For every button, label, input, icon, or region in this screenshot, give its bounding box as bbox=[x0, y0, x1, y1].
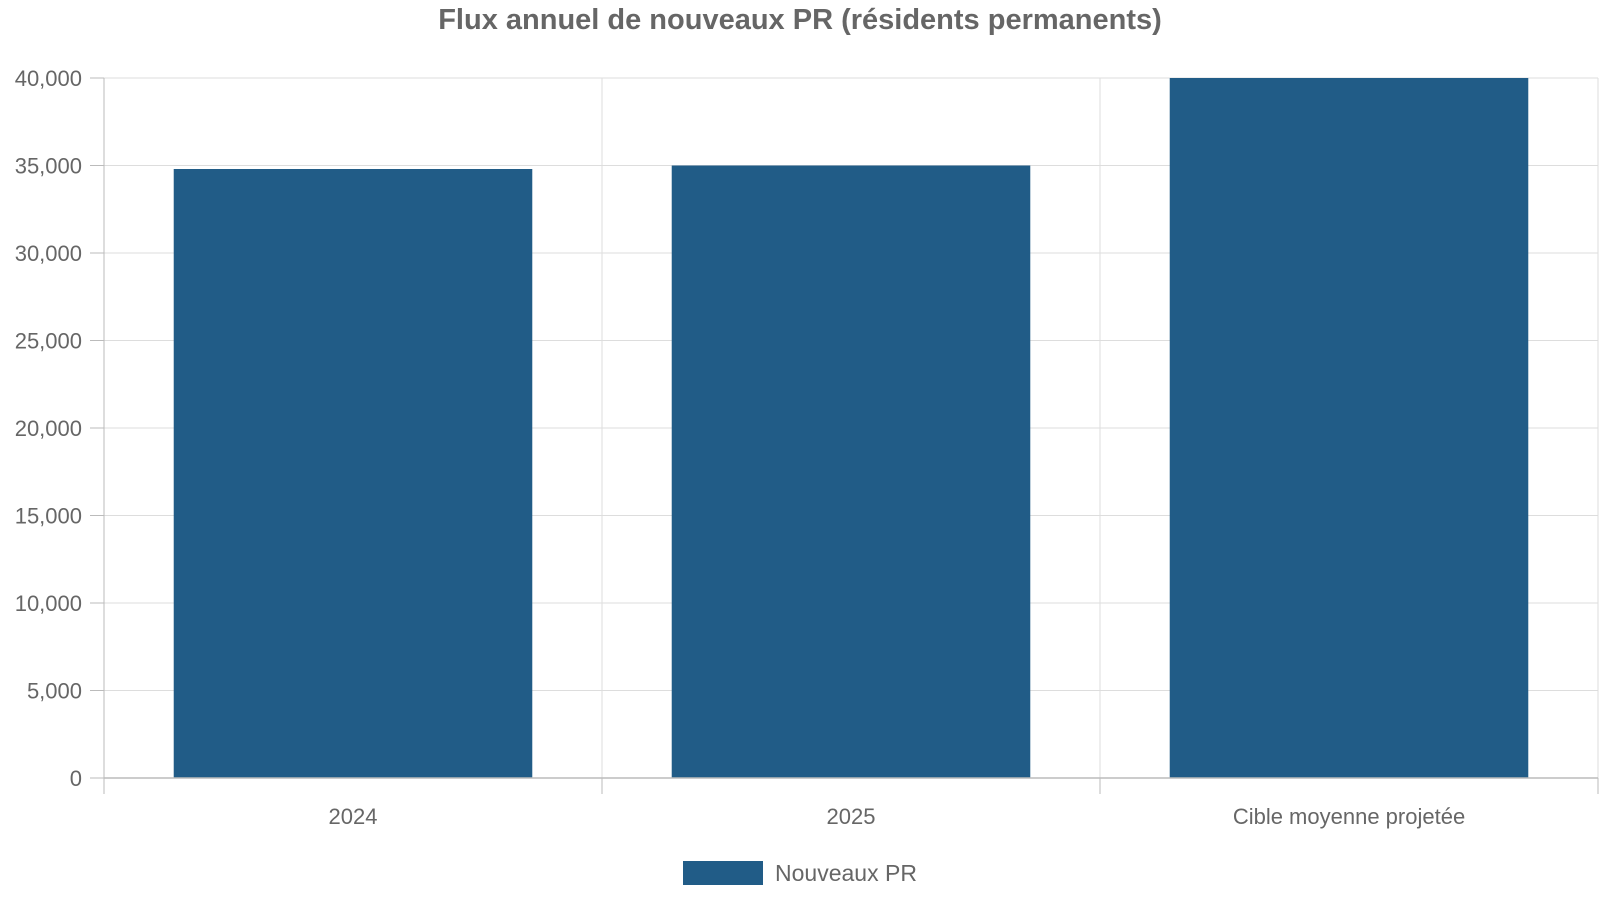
x-tick-label: Cible moyenne projetée bbox=[1233, 804, 1465, 829]
y-tick-labels: 0 5,000 10,000 15,000 20,000 25,000 30,000 35,0… bbox=[15, 66, 82, 791]
y-tick-label: 30,000 bbox=[15, 241, 82, 266]
x-tick-label: 2025 bbox=[827, 804, 876, 829]
chart-title: Flux annuel de nouveaux PR (résidents pe… bbox=[438, 4, 1162, 36]
x-tick-labels: 2024 2025 Cible moyenne projetée bbox=[329, 804, 1466, 829]
bar-cible-moyenne-projetée bbox=[1169, 78, 1529, 778]
y-tick-label: 10,000 bbox=[15, 591, 82, 616]
bars bbox=[173, 78, 1529, 778]
legend-swatch bbox=[683, 861, 764, 885]
x-tick-label: 2024 bbox=[329, 804, 378, 829]
y-tick-label: 15,000 bbox=[15, 504, 82, 529]
bar-2025 bbox=[671, 165, 1031, 778]
y-tick-label: 40,000 bbox=[15, 66, 82, 91]
axes bbox=[90, 77, 1599, 794]
y-tick-label: 0 bbox=[70, 766, 82, 791]
legend-label: Nouveaux PR bbox=[775, 859, 917, 886]
y-tick-label: 35,000 bbox=[15, 154, 82, 179]
y-tick-label: 20,000 bbox=[15, 416, 82, 441]
y-tick-label: 25,000 bbox=[15, 329, 82, 354]
bar-2024 bbox=[173, 169, 533, 778]
legend: Nouveaux PR bbox=[0, 855, 1600, 891]
y-tick-label: 5,000 bbox=[27, 679, 82, 704]
